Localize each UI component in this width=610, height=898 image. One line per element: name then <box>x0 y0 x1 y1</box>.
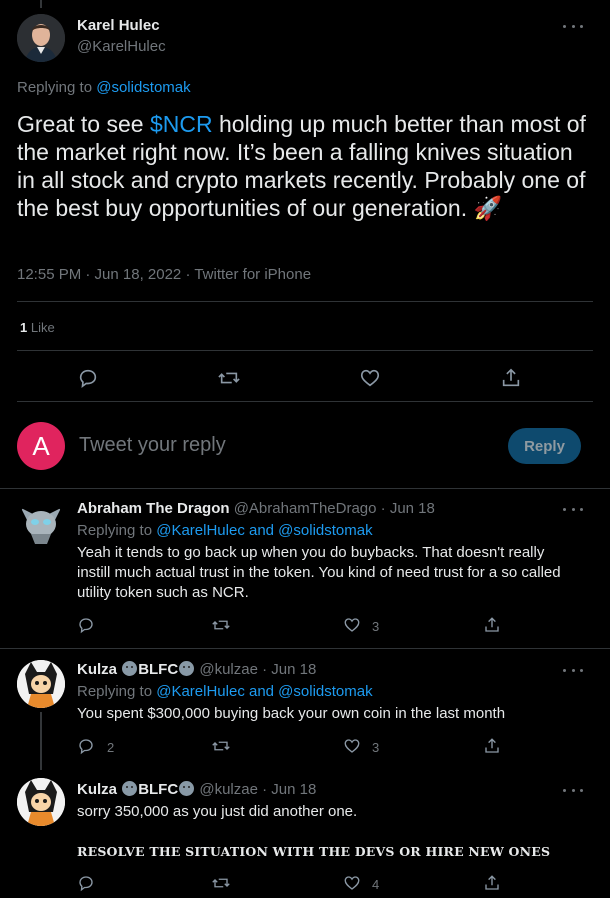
retweet-icon[interactable] <box>212 616 230 634</box>
reply-author-name[interactable]: Kulza BLFC <box>77 661 195 678</box>
face-emoji-icon <box>122 661 138 676</box>
reply-text: Yeah it tends to go back up when you do … <box>77 544 561 601</box>
reply-author-name[interactable]: Kulza BLFC <box>77 781 195 798</box>
share-icon[interactable] <box>483 874 501 892</box>
replying-to-link[interactable]: @solidstomak <box>96 79 191 96</box>
tweet-text-part: Great to see <box>17 111 150 137</box>
reply-author-avatar[interactable] <box>17 778 65 826</box>
name-part: Kulza <box>77 781 122 798</box>
like-icon[interactable] <box>343 616 361 634</box>
like-count-label: Like <box>27 320 55 335</box>
reply-count: 2 <box>107 740 115 755</box>
share-icon[interactable] <box>483 616 501 634</box>
author-handle[interactable]: @KarelHulec <box>77 38 166 55</box>
face-emoji-icon <box>179 781 195 796</box>
like-count: 4 <box>372 877 380 892</box>
replying-prefix: Replying to <box>17 79 97 96</box>
cashtag-link[interactable]: $NCR <box>149 111 213 137</box>
replying-to-link[interactable]: @KarelHulec and @solidstomak <box>156 683 373 700</box>
author-name[interactable]: Karel Hulec <box>77 17 160 34</box>
share-icon[interactable] <box>483 737 501 755</box>
reply-icon[interactable] <box>77 874 95 892</box>
reply-icon[interactable] <box>77 367 99 389</box>
name-part: BLFC <box>138 661 179 678</box>
divider <box>0 488 610 489</box>
reply-bold-text: RESOLVE THE SITUATION WITH THE DEVS OR H… <box>77 844 551 859</box>
like-count: 3 <box>372 740 380 755</box>
thread-connector <box>40 712 42 770</box>
replying-to-link[interactable]: @KarelHulec and @solidstomak <box>156 522 373 539</box>
reply-button[interactable]: Reply <box>508 428 581 464</box>
more-icon[interactable] <box>563 786 583 794</box>
like-icon[interactable] <box>343 737 361 755</box>
divider <box>17 301 593 302</box>
reply-handle-date[interactable]: @kulzae · Jun 18 <box>199 661 317 678</box>
reply-header: Kulza BLFC @kulzae · Jun 18 <box>77 781 316 798</box>
replying-prefix: Replying to <box>77 522 157 539</box>
like-icon[interactable] <box>359 367 381 389</box>
reply-icon[interactable] <box>77 616 95 634</box>
replying-to: Replying to @solidstomak <box>17 79 191 96</box>
more-icon[interactable] <box>563 505 583 513</box>
like-count-number: 1 <box>20 320 28 335</box>
share-icon[interactable] <box>500 367 522 389</box>
name-part: BLFC <box>138 781 179 798</box>
more-icon[interactable] <box>563 22 583 30</box>
tweet-timestamp[interactable]: 12:55 PM · Jun 18, 2022 · Twitter for iP… <box>17 266 312 283</box>
rocket-emoji: 🚀 <box>473 195 503 221</box>
tweet-text-part: holding up much better than most of the … <box>17 111 586 221</box>
replying-to: Replying to @KarelHulec and @solidstomak <box>77 522 373 539</box>
reply-header: Kulza BLFC @kulzae · Jun 18 <box>77 661 316 678</box>
retweet-icon[interactable] <box>212 737 230 755</box>
likes-count[interactable]: 1 Like <box>20 320 55 335</box>
reply-text: sorry 350,000 as you just did another on… <box>77 803 358 820</box>
replying-prefix: Replying to <box>77 683 157 700</box>
thread-line-top <box>40 0 42 8</box>
reply-author-avatar[interactable] <box>17 660 65 708</box>
name-part: Kulza <box>77 661 122 678</box>
reply-author-name[interactable]: Abraham The Dragon <box>77 500 230 517</box>
reply-text: You spent $300,000 buying back your own … <box>77 705 506 722</box>
reply-input[interactable]: Tweet your reply <box>79 434 226 456</box>
reply-handle-date[interactable]: @AbrahamTheDrago · Jun 18 <box>233 500 435 517</box>
divider <box>17 350 593 351</box>
reply-author-avatar[interactable] <box>17 500 65 548</box>
like-count: 3 <box>372 619 380 634</box>
retweet-icon[interactable] <box>212 874 230 892</box>
author-avatar[interactable] <box>17 14 65 62</box>
face-emoji-icon <box>122 781 138 796</box>
reply-header: Abraham The Dragon @AbrahamTheDrago · Ju… <box>77 500 435 517</box>
user-avatar[interactable]: A <box>17 422 65 470</box>
divider <box>17 401 593 402</box>
reply-icon[interactable] <box>77 737 95 755</box>
reply-handle-date[interactable]: @kulzae · Jun 18 <box>199 781 317 798</box>
retweet-icon[interactable] <box>218 367 240 389</box>
replying-to: Replying to @KarelHulec and @solidstomak <box>77 683 373 700</box>
more-icon[interactable] <box>563 666 583 674</box>
face-emoji-icon <box>179 661 195 676</box>
tweet-text: Great to see $NCR holding up much better… <box>17 110 587 222</box>
divider <box>0 648 610 649</box>
like-icon[interactable] <box>343 874 361 892</box>
